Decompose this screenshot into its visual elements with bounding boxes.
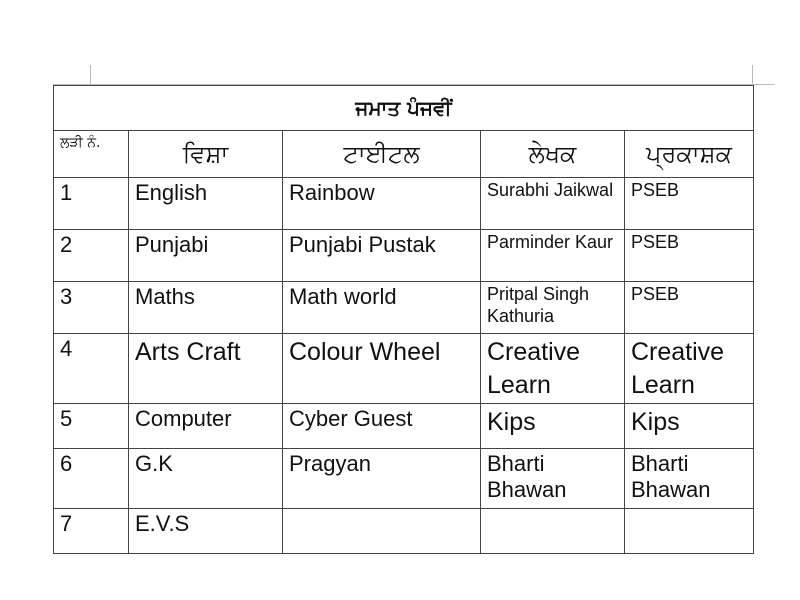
cell-subject: G.K [128, 448, 283, 509]
table-row: 5 Computer Cyber Guest Kips Kips [53, 403, 755, 449]
cell-title: Cyber Guest [282, 403, 481, 449]
cell-title: Pragyan [282, 448, 481, 509]
cell-subject: Maths [128, 281, 283, 334]
header-title: ਟਾਈਟਲ [282, 130, 481, 178]
page-guide-line [752, 65, 753, 85]
title-row: ਜਮਾਤ ਪੰਜਵੀਂ [52, 85, 755, 131]
cell-author: Surabhi Jaikwal [480, 177, 625, 230]
table-row: 3 Maths Math world Pritpal Singh Kathuri… [53, 281, 755, 334]
cell-publisher: PSEB [623, 229, 755, 282]
cell-subject: E.V.S [128, 508, 283, 554]
header-row: ਲੜੀ ਨੰ. ਵਿਸ਼ਾ ਟਾਈਟਲ ਲੇਖਕ ਪ੍ਰਕਾਸ਼ਕ [53, 130, 755, 178]
cell-serial: 4 [53, 333, 129, 404]
cell-serial: 1 [53, 177, 129, 230]
table-row: 1 English Rainbow Surabhi Jaikwal PSEB [53, 177, 755, 230]
cell-serial: 2 [53, 229, 129, 282]
cell-subject: Computer [128, 403, 283, 449]
table-row: 4 Arts Craft Colour Wheel Creative Learn… [53, 333, 755, 404]
cell-publisher [623, 508, 755, 554]
cell-publisher: Creative Learn [623, 333, 755, 404]
cell-publisher: PSEB [623, 281, 755, 334]
cell-author [480, 508, 625, 554]
cell-author: Creative Learn [480, 333, 625, 404]
cell-title [282, 508, 481, 554]
cell-publisher: Kips [623, 403, 755, 449]
page-guide-line [53, 84, 775, 85]
cell-title: Math world [282, 281, 481, 334]
cell-serial: 5 [53, 403, 129, 449]
table-title: ਜਮਾਤ ਪੰਜਵੀਂ [52, 85, 755, 131]
cell-serial: 3 [53, 281, 129, 334]
cell-title: Punjabi Pustak [282, 229, 481, 282]
cell-serial: 7 [53, 508, 129, 554]
cell-author: Pritpal Singh Kathuria [480, 281, 625, 334]
header-publisher: ਪ੍ਰਕਾਸ਼ਕ [623, 130, 755, 178]
cell-publisher: Bharti Bhawan [623, 448, 755, 509]
header-serial: ਲੜੀ ਨੰ. [53, 130, 129, 178]
cell-subject: Arts Craft [128, 333, 283, 404]
cell-author: Parminder Kaur [480, 229, 625, 282]
cell-serial: 6 [53, 448, 129, 509]
class-book-table: ਜਮਾਤ ਪੰਜਵੀਂ ਲੜੀ ਨੰ. ਵਿਸ਼ਾ ਟਾਈਟਲ ਲੇਖਕ ਪ੍ਰ… [52, 85, 755, 554]
table-row: 2 Punjabi Punjabi Pustak Parminder Kaur … [53, 229, 755, 282]
table-row: 6 G.K Pragyan Bharti Bhawan Bharti Bhawa… [53, 448, 755, 509]
cell-subject: Punjabi [128, 229, 283, 282]
cell-author: Bharti Bhawan [480, 448, 625, 509]
table-row: 7 E.V.S [53, 508, 755, 554]
header-author: ਲੇਖਕ [480, 130, 625, 178]
cell-title: Rainbow [282, 177, 481, 230]
cell-title: Colour Wheel [282, 333, 481, 404]
cell-publisher: PSEB [623, 177, 755, 230]
cell-author: Kips [480, 403, 625, 449]
header-subject: ਵਿਸ਼ਾ [128, 130, 283, 178]
cell-subject: English [128, 177, 283, 230]
page-guide-line [90, 65, 91, 85]
